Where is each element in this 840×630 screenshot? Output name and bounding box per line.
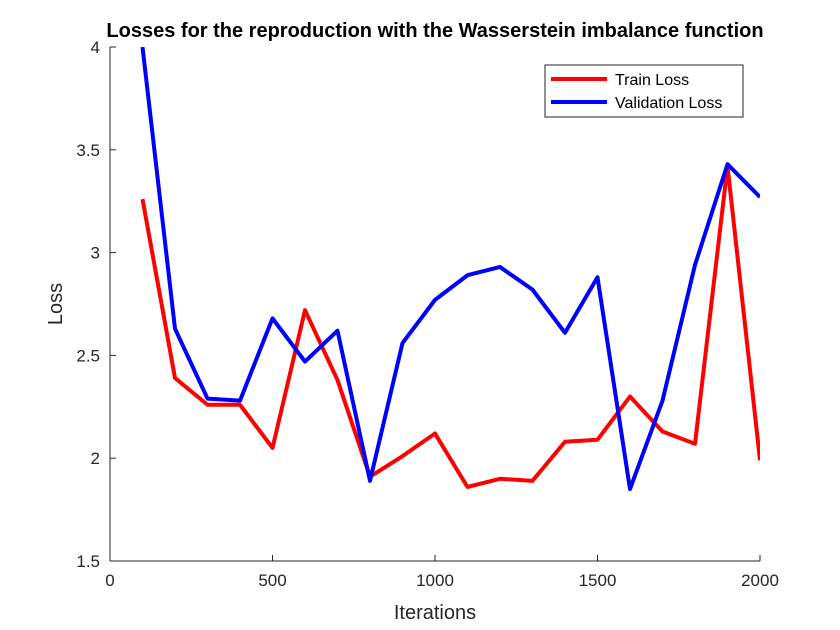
series-line-validation-loss bbox=[140, 47, 760, 492]
x-tick-label: 0 bbox=[105, 571, 114, 590]
x-tick-label: 2000 bbox=[741, 571, 779, 590]
x-tick-label: 1500 bbox=[579, 571, 617, 590]
x-axis-label: Iterations bbox=[394, 602, 476, 624]
y-tick-label: 3 bbox=[91, 244, 100, 263]
legend: Train Loss Validation Loss bbox=[544, 64, 744, 118]
axes-box bbox=[110, 47, 760, 561]
series-line-train-loss bbox=[140, 164, 760, 489]
y-tick-label: 1.5 bbox=[76, 552, 100, 571]
series-layer bbox=[140, 47, 760, 492]
x-tick-label: 1000 bbox=[416, 571, 454, 590]
legend-box bbox=[544, 64, 744, 118]
legend-label-validation-loss: Validation Loss bbox=[615, 95, 722, 112]
y-axis-label: Loss bbox=[45, 283, 67, 325]
x-tick-label: 500 bbox=[258, 571, 286, 590]
axis-layer: 0 500 1000 1500 2000 1.5 2 2.5 3 3.5 4 bbox=[76, 38, 779, 590]
y-tick-label: 2.5 bbox=[76, 346, 100, 365]
y-tick-label: 3.5 bbox=[76, 141, 100, 160]
legend-label-train-loss: Train Loss bbox=[615, 72, 689, 89]
chart-title: Losses for the reproduction with the Was… bbox=[106, 20, 763, 42]
y-tick-label: 2 bbox=[91, 449, 100, 468]
y-tick-label: 4 bbox=[91, 38, 100, 57]
plot-area: 0 500 1000 1500 2000 1.5 2 2.5 3 3.5 4 bbox=[76, 38, 779, 590]
